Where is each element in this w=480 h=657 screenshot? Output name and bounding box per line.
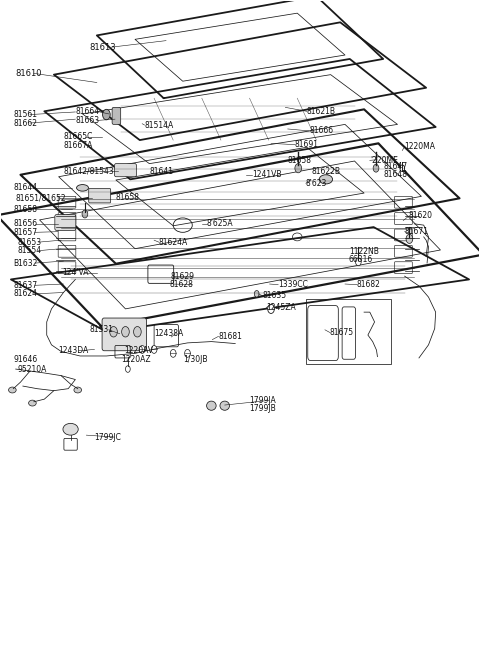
Circle shape [356,258,361,265]
Circle shape [139,346,145,353]
Text: 1243DA: 1243DA [59,346,89,355]
Text: 81637: 81637 [13,281,37,290]
Circle shape [151,346,157,353]
FancyBboxPatch shape [89,189,111,203]
Text: 81647: 81647 [383,162,408,171]
Ellipse shape [63,423,78,435]
Text: '220ME: '220ME [370,156,397,165]
Text: 81622B: 81622B [312,167,341,176]
Text: 81681: 81681 [218,332,242,341]
Circle shape [185,350,191,357]
Text: 81621B: 81621B [307,107,336,116]
Text: 81554: 81554 [17,246,41,255]
FancyBboxPatch shape [115,164,136,177]
Text: 81665C: 81665C [63,132,93,141]
Text: 81648: 81648 [383,170,407,179]
FancyBboxPatch shape [102,318,146,351]
Text: 81651/81652: 81651/81652 [16,193,66,202]
Text: 81610: 81610 [16,69,42,78]
Circle shape [103,109,110,120]
Text: 81613: 81613 [90,43,116,52]
Text: 1220AV: 1220AV [124,346,154,355]
Text: 81662: 81662 [13,118,37,127]
Text: 66316: 66316 [349,256,373,264]
Text: B1632: B1632 [13,259,38,267]
Circle shape [295,164,301,173]
Text: 81667A: 81667A [63,141,93,150]
Circle shape [133,327,141,337]
Text: 81666: 81666 [309,126,333,135]
Text: 81658: 81658 [116,193,140,202]
Text: 8'625A: 8'625A [206,219,233,229]
Text: 81691: 81691 [295,140,319,149]
Text: 81628: 81628 [169,280,193,289]
Circle shape [110,327,117,337]
Text: 124'VA: 124'VA [62,269,89,277]
Text: 81644: 81644 [13,183,37,193]
Ellipse shape [9,387,16,393]
Circle shape [254,290,259,297]
Circle shape [406,235,413,244]
FancyBboxPatch shape [112,107,120,124]
Text: 1799JA: 1799JA [250,396,276,405]
Circle shape [121,327,129,337]
Text: 91646: 91646 [13,355,37,365]
Text: 81624A: 81624A [159,238,188,246]
Text: 81641: 81641 [149,167,173,176]
Text: 81657: 81657 [13,228,37,237]
Circle shape [268,304,275,313]
Text: 81635: 81635 [263,291,287,300]
Text: 1220AZ: 1220AZ [121,355,151,365]
Ellipse shape [29,400,36,406]
Circle shape [170,350,176,357]
Ellipse shape [206,401,216,410]
Text: 1122NB: 1122NB [349,247,379,256]
Text: 12438A: 12438A [154,329,183,338]
Text: 81682: 81682 [357,280,381,289]
FancyBboxPatch shape [55,215,76,231]
Ellipse shape [76,185,88,191]
Text: 81531: 81531 [90,325,114,334]
Text: 1245ZA: 1245ZA [266,303,296,312]
Text: 95210A: 95210A [17,365,47,374]
Text: 1339CC: 1339CC [278,280,308,289]
Text: 81663: 81663 [75,116,99,125]
Text: 81642/81543: 81642/81543 [63,167,114,176]
Ellipse shape [74,387,82,393]
Text: 1799JB: 1799JB [250,405,276,413]
Text: 81656: 81656 [13,219,37,229]
Text: 81671: 81671 [405,227,429,236]
Text: 1799JC: 1799JC [95,432,121,442]
Text: 81653: 81653 [17,238,41,246]
Text: 1/30JB: 1/30JB [183,355,207,365]
Text: 81675: 81675 [330,328,354,337]
Text: 1220MA: 1220MA [405,142,436,151]
Circle shape [373,164,379,172]
Circle shape [82,210,88,218]
Text: 81664: 81664 [75,107,99,116]
Ellipse shape [319,175,333,184]
Text: 81620: 81620 [409,212,433,221]
Text: 81658: 81658 [13,205,37,214]
Text: 81561: 81561 [13,110,37,119]
Text: 81514A: 81514A [144,120,174,129]
Ellipse shape [220,401,229,410]
Text: 81658: 81658 [288,156,312,165]
Text: 1241VB: 1241VB [252,170,281,179]
Text: 81624: 81624 [13,289,37,298]
Bar [306,299,391,365]
Circle shape [400,165,405,171]
Text: 8'623: 8'623 [306,179,327,188]
Text: 81629: 81629 [171,271,195,281]
Circle shape [125,366,130,373]
